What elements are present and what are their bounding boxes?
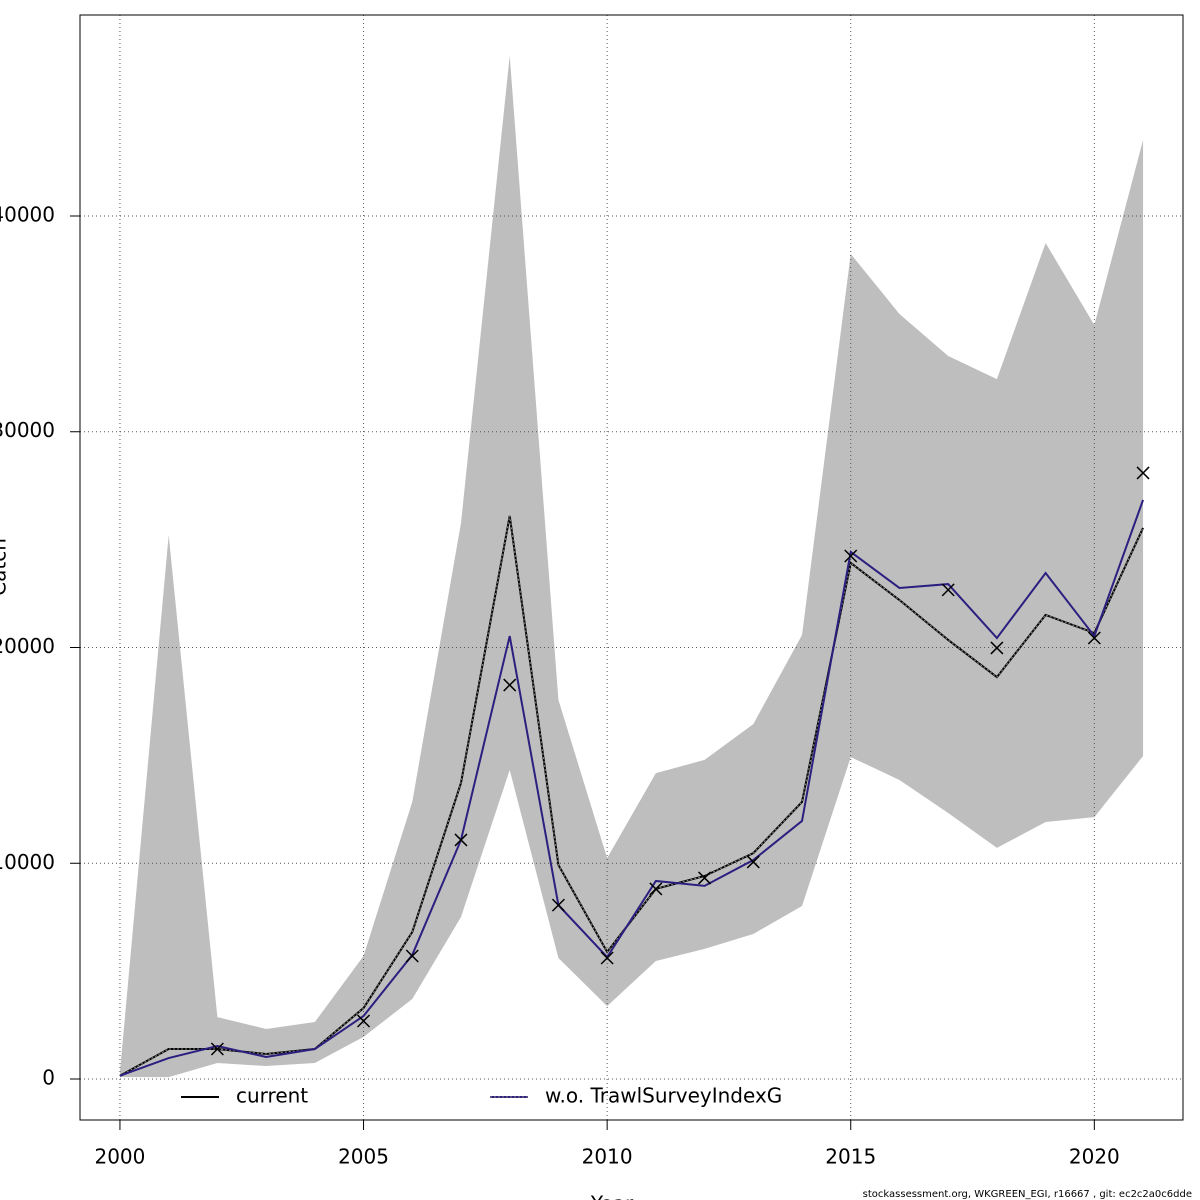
observation — [357, 1014, 371, 1028]
x-tick-label: 2005 — [338, 1145, 389, 1169]
observation — [698, 871, 712, 885]
y-tick-label: 40000 — [0, 202, 55, 226]
observation — [551, 898, 565, 912]
x-tick-label: 2000 — [94, 1145, 145, 1169]
y-tick-label: 0 — [42, 1066, 55, 1090]
y-tick-label: 10000 — [0, 850, 55, 874]
observation — [210, 1042, 224, 1056]
y-axis-label: Catch — [0, 538, 11, 596]
observation — [844, 549, 858, 563]
observation — [746, 855, 760, 869]
confidence-band — [119, 55, 1144, 1078]
observation — [941, 583, 955, 597]
series-line — [119, 499, 1144, 1077]
observation — [454, 833, 468, 847]
observation — [1136, 466, 1150, 480]
plot-frame — [79, 14, 1184, 1121]
observation — [503, 678, 517, 692]
observation — [990, 641, 1004, 655]
observation — [1087, 631, 1101, 645]
legend-label: w.o. TrawlSurveyIndexG — [545, 1084, 782, 1108]
observation — [405, 949, 419, 963]
observation — [600, 951, 614, 965]
y-tick-label: 30000 — [0, 418, 55, 442]
x-tick-label: 2010 — [582, 1145, 633, 1169]
x-axis-label: Year — [590, 1192, 634, 1200]
legend-label: current — [236, 1084, 308, 1108]
x-tick-label: 2020 — [1069, 1145, 1120, 1169]
x-tick-label: 2015 — [825, 1145, 876, 1169]
observation — [649, 882, 663, 896]
footer: stockassessment.org, WKGREEN_EGI, r16667… — [863, 1189, 1192, 1200]
